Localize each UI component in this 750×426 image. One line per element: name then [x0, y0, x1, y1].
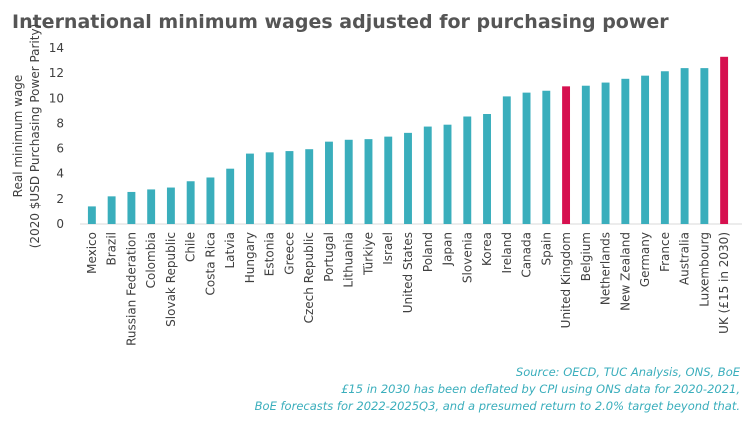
x-tick-label: New Zealand: [618, 232, 632, 311]
source-note: Source: OECD, TUC Analysis, ONS, BoE: [516, 365, 741, 379]
bar: [542, 90, 551, 224]
bar: [166, 187, 175, 224]
bar: [660, 71, 669, 224]
x-tick-label: Türkiye: [361, 232, 375, 276]
bar: [601, 82, 610, 224]
bar: [87, 206, 96, 224]
x-tick-label: Japan: [441, 232, 455, 266]
x-tick-label: Slovak Republic: [164, 232, 178, 327]
y-tick-label: 12: [49, 66, 64, 80]
y-tick-label: 10: [49, 91, 64, 105]
bar: [483, 114, 491, 224]
x-tick-label: Germany: [638, 232, 652, 287]
x-tick-label: Latvia: [223, 232, 237, 269]
bar: [344, 139, 353, 224]
y-tick-label: 0: [56, 217, 64, 231]
x-tick-label: Greece: [282, 232, 296, 275]
bar: [384, 136, 393, 224]
x-tick-label: Israel: [381, 232, 395, 265]
x-tick-label: Lithuania: [342, 232, 356, 288]
x-tick-label: Mexico: [85, 232, 99, 274]
x-tick-label: Korea: [480, 232, 494, 266]
bar: [423, 126, 432, 224]
x-tick-label: Ireland: [500, 232, 514, 274]
bar: [265, 152, 274, 224]
y-tick-label: 4: [56, 167, 64, 181]
x-tick-label: Belgium: [579, 232, 593, 281]
bar: [562, 86, 571, 224]
bar: [206, 177, 215, 224]
x-tick-label: UK (£15 in 2030): [717, 232, 731, 334]
x-tick-label: Brazil: [105, 232, 119, 266]
bar: [186, 181, 195, 224]
x-tick-label: United Kingdom: [559, 232, 573, 328]
bar: [443, 124, 452, 224]
y-axis-label: Real minimum wage: [11, 75, 25, 198]
bar: [404, 132, 412, 224]
x-tick-label: Costa Rica: [203, 232, 217, 295]
bar: [285, 151, 294, 224]
bar: [245, 153, 254, 224]
y-tick-label: 8: [56, 116, 64, 130]
x-tick-label: Colombia: [144, 232, 158, 288]
y-axis-label: (2020 $USD Purchasing Power Parity): [28, 24, 42, 249]
bar: [305, 149, 314, 224]
bar: [621, 78, 630, 224]
y-tick-label: 6: [56, 142, 64, 156]
bar: [226, 168, 235, 224]
x-tick-label: United States: [401, 232, 415, 313]
chart-title: International minimum wages adjusted for…: [12, 11, 669, 33]
bar: [680, 68, 689, 224]
bar: [581, 85, 590, 224]
source-note: £15 in 2030 has been deflated by CPI usi…: [341, 382, 740, 396]
x-tick-label: Czech Republic: [302, 232, 316, 323]
x-tick-label: Australia: [678, 232, 692, 285]
x-tick-label: Portugal: [322, 232, 336, 282]
bar: [463, 116, 472, 224]
x-tick-label: Spain: [539, 232, 553, 266]
x-tick-label: Russian Federation: [124, 232, 138, 346]
bar: [325, 141, 333, 224]
x-tick-label: Hungary: [243, 232, 257, 283]
bar: [127, 191, 136, 224]
bar: [700, 68, 709, 224]
bar: [641, 75, 650, 225]
bar: [720, 56, 729, 224]
bar: [147, 189, 156, 224]
y-tick-label: 2: [56, 192, 64, 206]
source-note: BoE forecasts for 2022-2025Q3, and a pre…: [255, 399, 740, 413]
x-tick-label: Luxembourg: [697, 232, 711, 307]
y-tick-label: 14: [49, 41, 64, 55]
bar: [502, 96, 511, 224]
x-tick-label: Netherlands: [599, 232, 613, 305]
x-tick-label: France: [658, 232, 672, 272]
bar: [522, 92, 531, 224]
x-tick-label: Canada: [520, 232, 534, 278]
bar: [364, 139, 373, 224]
x-tick-label: Estonia: [263, 232, 277, 276]
x-tick-label: Slovenia: [460, 232, 474, 283]
bar: [107, 196, 116, 224]
x-tick-label: Chile: [184, 232, 198, 262]
x-tick-label: Poland: [421, 232, 435, 272]
